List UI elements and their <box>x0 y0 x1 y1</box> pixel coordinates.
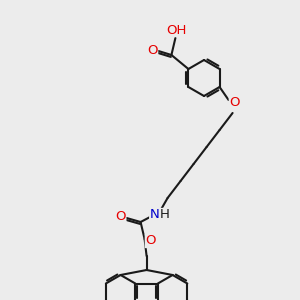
Text: O: O <box>145 235 156 248</box>
Text: O: O <box>229 97 240 110</box>
Text: H: H <box>160 208 170 221</box>
Text: O: O <box>147 44 158 56</box>
Text: OH: OH <box>166 23 187 37</box>
Text: N: N <box>150 208 160 221</box>
Text: O: O <box>115 209 126 223</box>
